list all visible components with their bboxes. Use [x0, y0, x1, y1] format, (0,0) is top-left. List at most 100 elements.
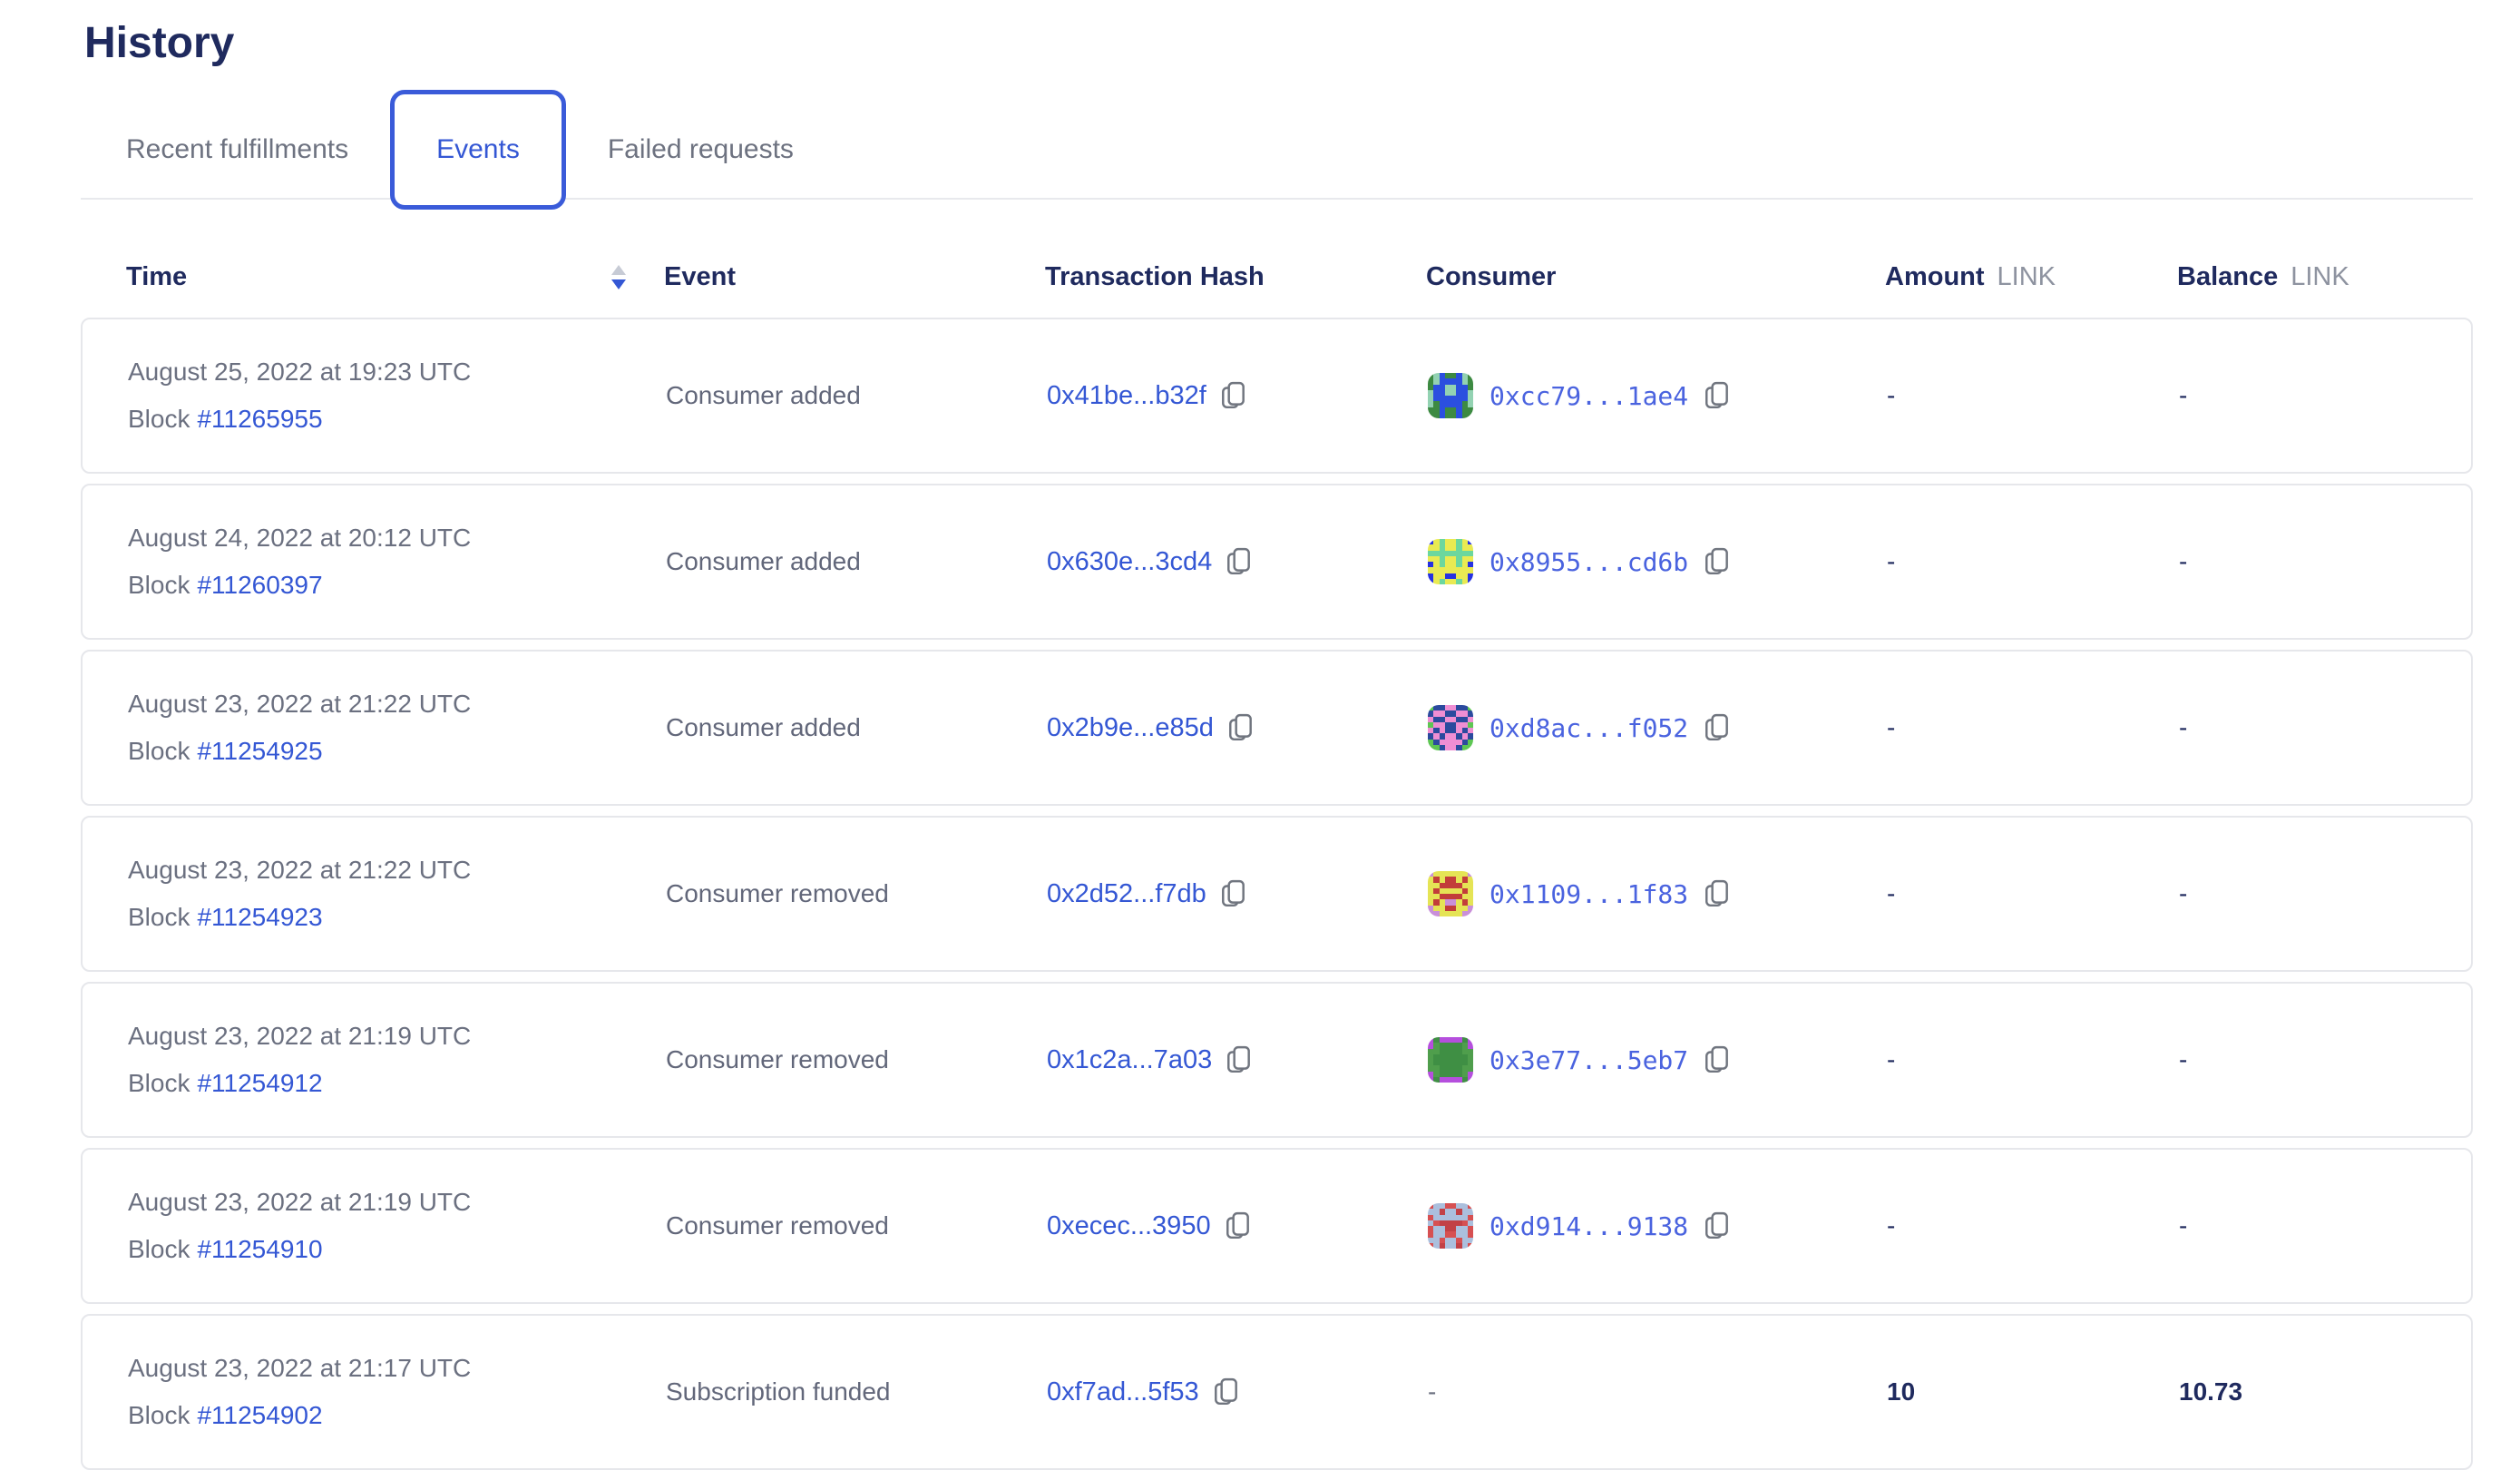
- consumer-link[interactable]: 0xcc79...1ae4: [1490, 380, 1689, 411]
- tab-events[interactable]: Events: [390, 90, 566, 210]
- amount-value: -: [1887, 713, 1896, 741]
- block-link[interactable]: #11254925: [197, 737, 323, 765]
- consumer-cell: 0x1109...1f83: [1417, 871, 1880, 916]
- column-header-consumer: Consumer: [1426, 262, 1557, 291]
- tx-hash-link[interactable]: 0x2d52...f7db: [1047, 878, 1206, 908]
- block-link[interactable]: #11254912: [197, 1069, 323, 1097]
- balance-cell: 10.73: [2170, 1377, 2475, 1406]
- consumer-copy-icon[interactable]: [1704, 713, 1730, 742]
- transaction-hash-cell: 0x2b9e...e85d: [1036, 713, 1417, 743]
- amount-value: 10: [1887, 1377, 1916, 1406]
- amount-cell: -: [1880, 1045, 2170, 1074]
- time-cell: August 23, 2022 at 21:17 UTC Block #11254…: [83, 1354, 648, 1430]
- column-header-time[interactable]: Time: [126, 262, 188, 291]
- row-date: August 23, 2022 at 21:22 UTC: [128, 856, 472, 884]
- transaction-hash-cell: 0x41be...b32f: [1036, 381, 1417, 411]
- consumer-copy-icon[interactable]: [1704, 547, 1730, 576]
- tx-copy-icon[interactable]: [1226, 1045, 1252, 1074]
- tx-copy-icon[interactable]: [1226, 1211, 1251, 1240]
- transaction-hash-cell: 0xf7ad...5f53: [1036, 1377, 1417, 1407]
- block-label: Block: [128, 405, 190, 433]
- block-line: Block #11260397: [128, 571, 648, 600]
- consumer-cell: 0xcc79...1ae4: [1417, 373, 1880, 418]
- tab-recent-fulfillments[interactable]: Recent fulfillments: [126, 134, 349, 164]
- tx-hash-link[interactable]: 0xf7ad...5f53: [1047, 1377, 1199, 1406]
- event-label: Consumer added: [666, 547, 861, 575]
- amount-cell: -: [1880, 381, 2170, 410]
- column-header-amount: Amount: [1885, 262, 1985, 291]
- time-cell: August 23, 2022 at 21:19 UTC Block #11254…: [83, 1022, 648, 1098]
- event-label: Consumer added: [666, 713, 861, 741]
- tx-copy-icon[interactable]: [1221, 879, 1246, 908]
- tx-hash-link[interactable]: 0x630e...3cd4: [1047, 546, 1213, 576]
- column-header-transaction-hash: Transaction Hash: [1045, 262, 1265, 291]
- consumer-copy-icon[interactable]: [1704, 381, 1730, 410]
- consumer-link[interactable]: 0x3e77...5eb7: [1490, 1044, 1689, 1075]
- consumer-avatar: [1428, 1203, 1473, 1249]
- event-cell: Consumer added: [648, 713, 1036, 742]
- event-cell: Consumer removed: [648, 1045, 1036, 1074]
- block-label: Block: [128, 1069, 190, 1097]
- block-label: Block: [128, 903, 190, 931]
- consumer-link[interactable]: 0xd8ac...f052: [1490, 712, 1689, 743]
- row-date: August 23, 2022 at 21:19 UTC: [128, 1022, 472, 1050]
- balance-cell: -: [2170, 713, 2475, 742]
- tx-hash-link[interactable]: 0x1c2a...7a03: [1047, 1044, 1213, 1074]
- tx-hash-link[interactable]: 0xecec...3950: [1047, 1210, 1211, 1240]
- consumer-avatar: [1428, 1037, 1473, 1083]
- transaction-hash-cell: 0x1c2a...7a03: [1036, 1045, 1417, 1075]
- amount-value: -: [1887, 547, 1896, 575]
- event-label: Consumer removed: [666, 1045, 889, 1073]
- event-cell: Consumer added: [648, 381, 1036, 410]
- block-line: Block #11254910: [128, 1235, 648, 1264]
- amount-value: -: [1887, 1211, 1896, 1240]
- balance-value: -: [2179, 1045, 2188, 1073]
- row-date: August 23, 2022 at 21:17 UTC: [128, 1354, 472, 1382]
- balance-value: -: [2179, 381, 2188, 409]
- amount-cell: -: [1880, 547, 2170, 576]
- tx-copy-icon[interactable]: [1214, 1377, 1239, 1406]
- page-title: History: [84, 19, 235, 67]
- consumer-copy-icon[interactable]: [1704, 1211, 1730, 1240]
- tab-failed-requests[interactable]: Failed requests: [607, 134, 794, 164]
- consumer-link[interactable]: 0x1109...1f83: [1490, 878, 1689, 909]
- tx-hash-link[interactable]: 0x41be...b32f: [1047, 380, 1206, 410]
- transaction-hash-cell: 0xecec...3950: [1036, 1211, 1417, 1241]
- consumer-cell: -: [1417, 1377, 1880, 1406]
- event-cell: Consumer added: [648, 547, 1036, 576]
- event-rows: August 25, 2022 at 19:23 UTC Block #11265…: [81, 318, 2473, 1470]
- table-row: August 25, 2022 at 19:23 UTC Block #11265…: [81, 318, 2473, 474]
- sort-descending-icon[interactable]: [611, 265, 626, 289]
- time-cell: August 23, 2022 at 21:19 UTC Block #11254…: [83, 1188, 648, 1264]
- table-header: Time Event Transaction Hash Consumer Amo…: [81, 262, 2473, 292]
- consumer-avatar: [1428, 539, 1473, 584]
- block-link[interactable]: #11265955: [197, 405, 323, 433]
- consumer-link[interactable]: 0x8955...cd6b: [1490, 546, 1689, 577]
- consumer-link[interactable]: 0xd914...9138: [1490, 1210, 1689, 1241]
- tx-copy-icon[interactable]: [1228, 713, 1254, 742]
- table-row: August 24, 2022 at 20:12 UTC Block #11260…: [81, 484, 2473, 640]
- block-link[interactable]: #11260397: [197, 571, 323, 599]
- balance-value: -: [2179, 547, 2188, 575]
- row-date: August 23, 2022 at 21:22 UTC: [128, 690, 472, 718]
- block-link[interactable]: #11254902: [197, 1401, 323, 1429]
- event-label: Subscription funded: [666, 1377, 891, 1406]
- table-row: August 23, 2022 at 21:19 UTC Block #11254…: [81, 982, 2473, 1138]
- amount-cell: -: [1880, 713, 2170, 742]
- table-row: August 23, 2022 at 21:19 UTC Block #11254…: [81, 1148, 2473, 1304]
- block-line: Block #11254923: [128, 903, 648, 932]
- block-link[interactable]: #11254910: [197, 1235, 323, 1263]
- tx-copy-icon[interactable]: [1221, 381, 1246, 410]
- event-label: Consumer removed: [666, 879, 889, 907]
- block-label: Block: [128, 737, 190, 765]
- block-link[interactable]: #11254923: [197, 903, 323, 931]
- column-header-balance: Balance: [2177, 262, 2279, 291]
- consumer-copy-icon[interactable]: [1704, 1045, 1730, 1074]
- tx-copy-icon[interactable]: [1226, 547, 1252, 576]
- consumer-copy-icon[interactable]: [1704, 879, 1730, 908]
- tx-hash-link[interactable]: 0x2b9e...e85d: [1047, 712, 1214, 742]
- time-cell: August 25, 2022 at 19:23 UTC Block #11265…: [83, 358, 648, 434]
- balance-value: 10.73: [2179, 1377, 2243, 1406]
- amount-value: -: [1887, 381, 1896, 409]
- amount-value: -: [1887, 1045, 1896, 1073]
